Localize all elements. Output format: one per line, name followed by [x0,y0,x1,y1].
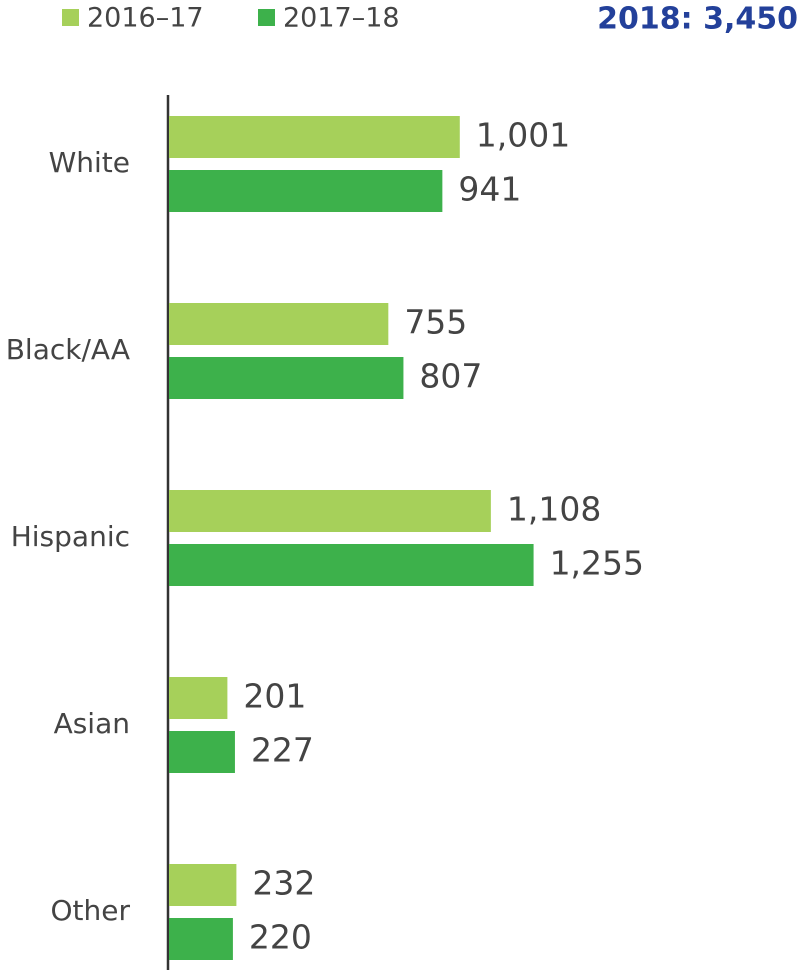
legend-label: 2016–17 [87,3,204,34]
value-label: 227 [251,731,314,770]
category-label: White [49,146,130,179]
bar [169,864,237,906]
value-label: 807 [419,357,482,396]
bar [169,918,233,960]
legend-label: 2017–18 [283,3,400,34]
bar [169,303,389,345]
value-label: 1,255 [550,544,644,583]
legend-swatch [258,9,275,26]
bar [169,170,443,212]
value-label: 941 [458,170,521,209]
bar [169,731,235,773]
category-label: Black/AA [6,333,130,366]
bar [169,116,460,158]
value-label: 1,001 [476,116,570,155]
value-label: 232 [252,864,315,903]
legend-swatch [62,9,79,26]
bar [169,357,404,399]
value-label: 220 [249,918,312,957]
value-label: 1,108 [507,490,601,529]
category-label: Asian [54,707,130,740]
bar [169,677,228,719]
value-label: 755 [404,303,467,342]
chart-title: 2018: 3,450 [597,2,798,37]
bar [169,544,534,586]
value-label: 201 [243,677,306,716]
category-label: Other [50,894,130,927]
bar [169,490,491,532]
category-label: Hispanic [11,520,130,553]
